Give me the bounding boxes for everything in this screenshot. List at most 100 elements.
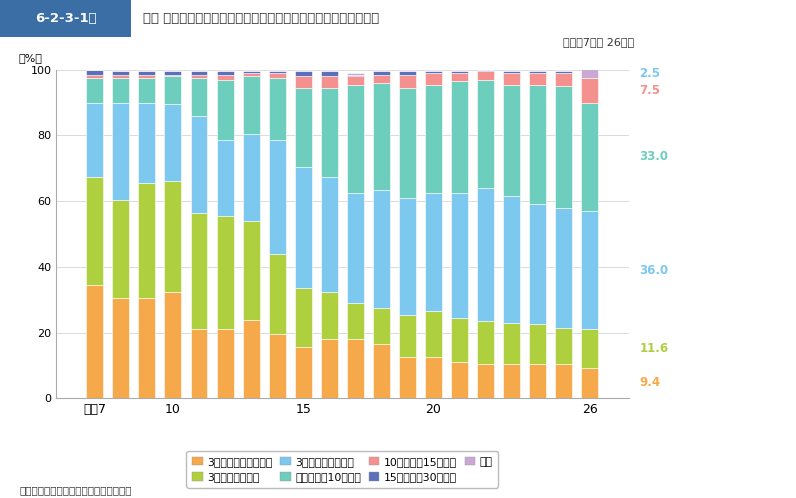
Bar [556, 70, 572, 71]
Bar [321, 176, 338, 291]
Bar [425, 358, 442, 398]
Bar [425, 85, 442, 193]
Text: 7.5: 7.5 [639, 84, 660, 97]
Bar [373, 75, 390, 83]
Bar [86, 70, 103, 75]
Bar [529, 205, 546, 325]
Bar [190, 116, 208, 213]
Text: 9.4: 9.4 [639, 376, 661, 389]
Bar [503, 364, 520, 398]
Bar [581, 78, 599, 103]
Bar [451, 318, 468, 362]
Bar [165, 291, 181, 398]
Text: （%）: （%） [18, 53, 42, 63]
Bar [139, 298, 155, 398]
Bar [581, 211, 599, 329]
Bar [139, 183, 155, 298]
Bar [425, 193, 442, 311]
Bar [269, 73, 286, 78]
Bar [347, 76, 364, 85]
Bar [321, 76, 338, 88]
Bar [503, 323, 520, 364]
Bar [529, 364, 546, 398]
Bar [112, 75, 129, 78]
Bar [190, 329, 208, 398]
Text: 2.5: 2.5 [639, 67, 660, 80]
Bar [295, 288, 312, 348]
Bar [139, 103, 155, 183]
Bar [503, 73, 520, 85]
Bar [477, 70, 494, 71]
Bar [269, 254, 286, 334]
Text: 11.6: 11.6 [639, 342, 669, 355]
Bar [0, 0, 131, 37]
Bar [581, 69, 599, 78]
Bar [477, 321, 494, 364]
Bar [190, 70, 208, 71]
Bar [347, 193, 364, 303]
Bar [373, 344, 390, 398]
Bar [477, 71, 494, 80]
Bar [503, 71, 520, 73]
Bar [217, 216, 233, 329]
Text: 注　最高裁判所事務総局の資料による。: 注 最高裁判所事務総局の資料による。 [20, 486, 132, 496]
Bar [295, 167, 312, 288]
Bar [399, 88, 416, 198]
Bar [399, 75, 416, 88]
Bar [556, 86, 572, 208]
Bar [451, 70, 468, 71]
Bar [243, 73, 259, 76]
Bar [347, 73, 364, 75]
Bar [112, 78, 129, 103]
Bar [86, 285, 103, 398]
Bar [451, 193, 468, 318]
Bar [477, 188, 494, 321]
Bar [451, 71, 468, 73]
Bar [556, 73, 572, 86]
Bar [373, 71, 390, 75]
Bar [556, 208, 572, 328]
Bar [269, 140, 286, 254]
Bar [529, 71, 546, 73]
Bar [556, 328, 572, 364]
Bar [477, 80, 494, 188]
Bar [139, 75, 155, 78]
Bar [451, 73, 468, 81]
Bar [581, 103, 599, 211]
Bar [86, 103, 103, 176]
Bar [295, 88, 312, 167]
Bar [190, 75, 208, 78]
Bar [477, 364, 494, 398]
Bar [451, 81, 468, 193]
Bar [165, 181, 181, 291]
Bar [112, 71, 129, 75]
Bar [556, 364, 572, 398]
Bar [399, 358, 416, 398]
Bar [269, 71, 286, 73]
Bar [503, 70, 520, 71]
Bar [139, 78, 155, 103]
Bar [399, 71, 416, 75]
Bar [529, 325, 546, 364]
Text: 36.0: 36.0 [639, 264, 669, 277]
Bar [321, 88, 338, 176]
Bar [425, 71, 442, 73]
Bar [295, 348, 312, 398]
Bar [269, 78, 286, 140]
Text: 6-2-3-1図: 6-2-3-1図 [35, 12, 96, 25]
Bar [165, 104, 181, 181]
Bar [190, 213, 208, 329]
Bar [86, 78, 103, 103]
Bar [112, 103, 129, 200]
Bar [425, 311, 442, 358]
Bar [425, 70, 442, 71]
Bar [139, 70, 155, 71]
Bar [503, 196, 520, 323]
Bar [139, 71, 155, 75]
Bar [86, 176, 103, 285]
Bar [373, 308, 390, 344]
Bar [217, 70, 233, 71]
Bar [451, 362, 468, 398]
Bar [243, 76, 259, 134]
Bar [243, 221, 259, 320]
